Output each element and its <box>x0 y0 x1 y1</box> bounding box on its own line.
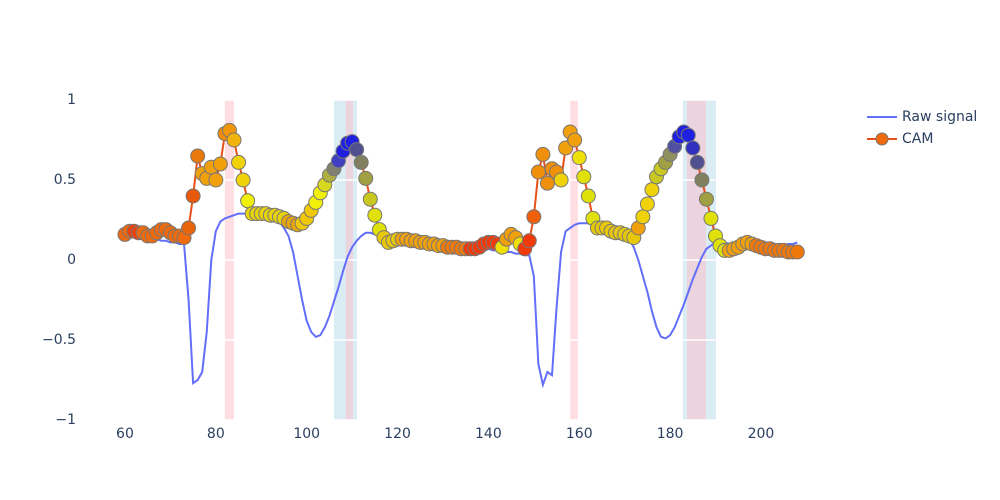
cam-marker <box>580 188 596 204</box>
legend-marker <box>875 132 889 146</box>
cam-marker <box>358 170 374 186</box>
cam-marker <box>535 146 551 162</box>
y-tick-label: 0 <box>67 252 76 268</box>
cam-marker <box>680 127 696 143</box>
cam-marker <box>689 154 705 170</box>
y-tick-label: −1 <box>55 412 76 428</box>
cam-marker <box>235 172 251 188</box>
cam-marker <box>208 172 224 188</box>
cam-marker <box>362 191 378 207</box>
cam-marker <box>576 169 592 185</box>
x-tick-label: 160 <box>566 426 593 442</box>
cam-marker <box>567 132 583 148</box>
x-tick-label: 100 <box>293 426 320 442</box>
cam-marker <box>635 209 651 225</box>
cam-marker <box>644 182 660 198</box>
cam-marker <box>226 132 242 148</box>
y-tick-label: −0.5 <box>42 332 76 348</box>
cam-marker <box>539 175 555 191</box>
cam-marker <box>526 209 542 225</box>
cam-marker <box>530 164 546 180</box>
cam-marker <box>231 154 247 170</box>
cam-marker <box>349 142 365 158</box>
y-tick-label: 1 <box>67 92 76 108</box>
cam-marker <box>553 172 569 188</box>
cam-marker <box>698 191 714 207</box>
cam-marker <box>685 140 701 156</box>
cam-marker <box>240 193 256 209</box>
y-tick-label: 0.5 <box>54 172 76 188</box>
cam-marker <box>571 150 587 166</box>
cam-marker <box>367 207 383 223</box>
legend-label: Raw signal <box>902 109 977 125</box>
cam-marker <box>353 154 369 170</box>
cam-marker <box>703 210 719 226</box>
x-tick-label: 60 <box>116 426 134 442</box>
x-tick-label: 80 <box>207 426 225 442</box>
cam-marker <box>190 148 206 164</box>
cam-marker <box>212 156 228 172</box>
x-tick-label: 200 <box>748 426 775 442</box>
cam-marker <box>181 220 197 236</box>
cam-marker <box>185 188 201 204</box>
cam-marker <box>789 244 805 260</box>
cam-marker <box>694 172 710 188</box>
legend: Raw signal CAM <box>867 109 977 147</box>
x-tick-label: 180 <box>657 426 684 442</box>
x-tick-label: 140 <box>475 426 502 442</box>
legend-label: CAM <box>902 131 933 147</box>
cam-marker <box>639 196 655 212</box>
x-tick-label: 120 <box>384 426 411 442</box>
cam-marker <box>521 233 537 249</box>
